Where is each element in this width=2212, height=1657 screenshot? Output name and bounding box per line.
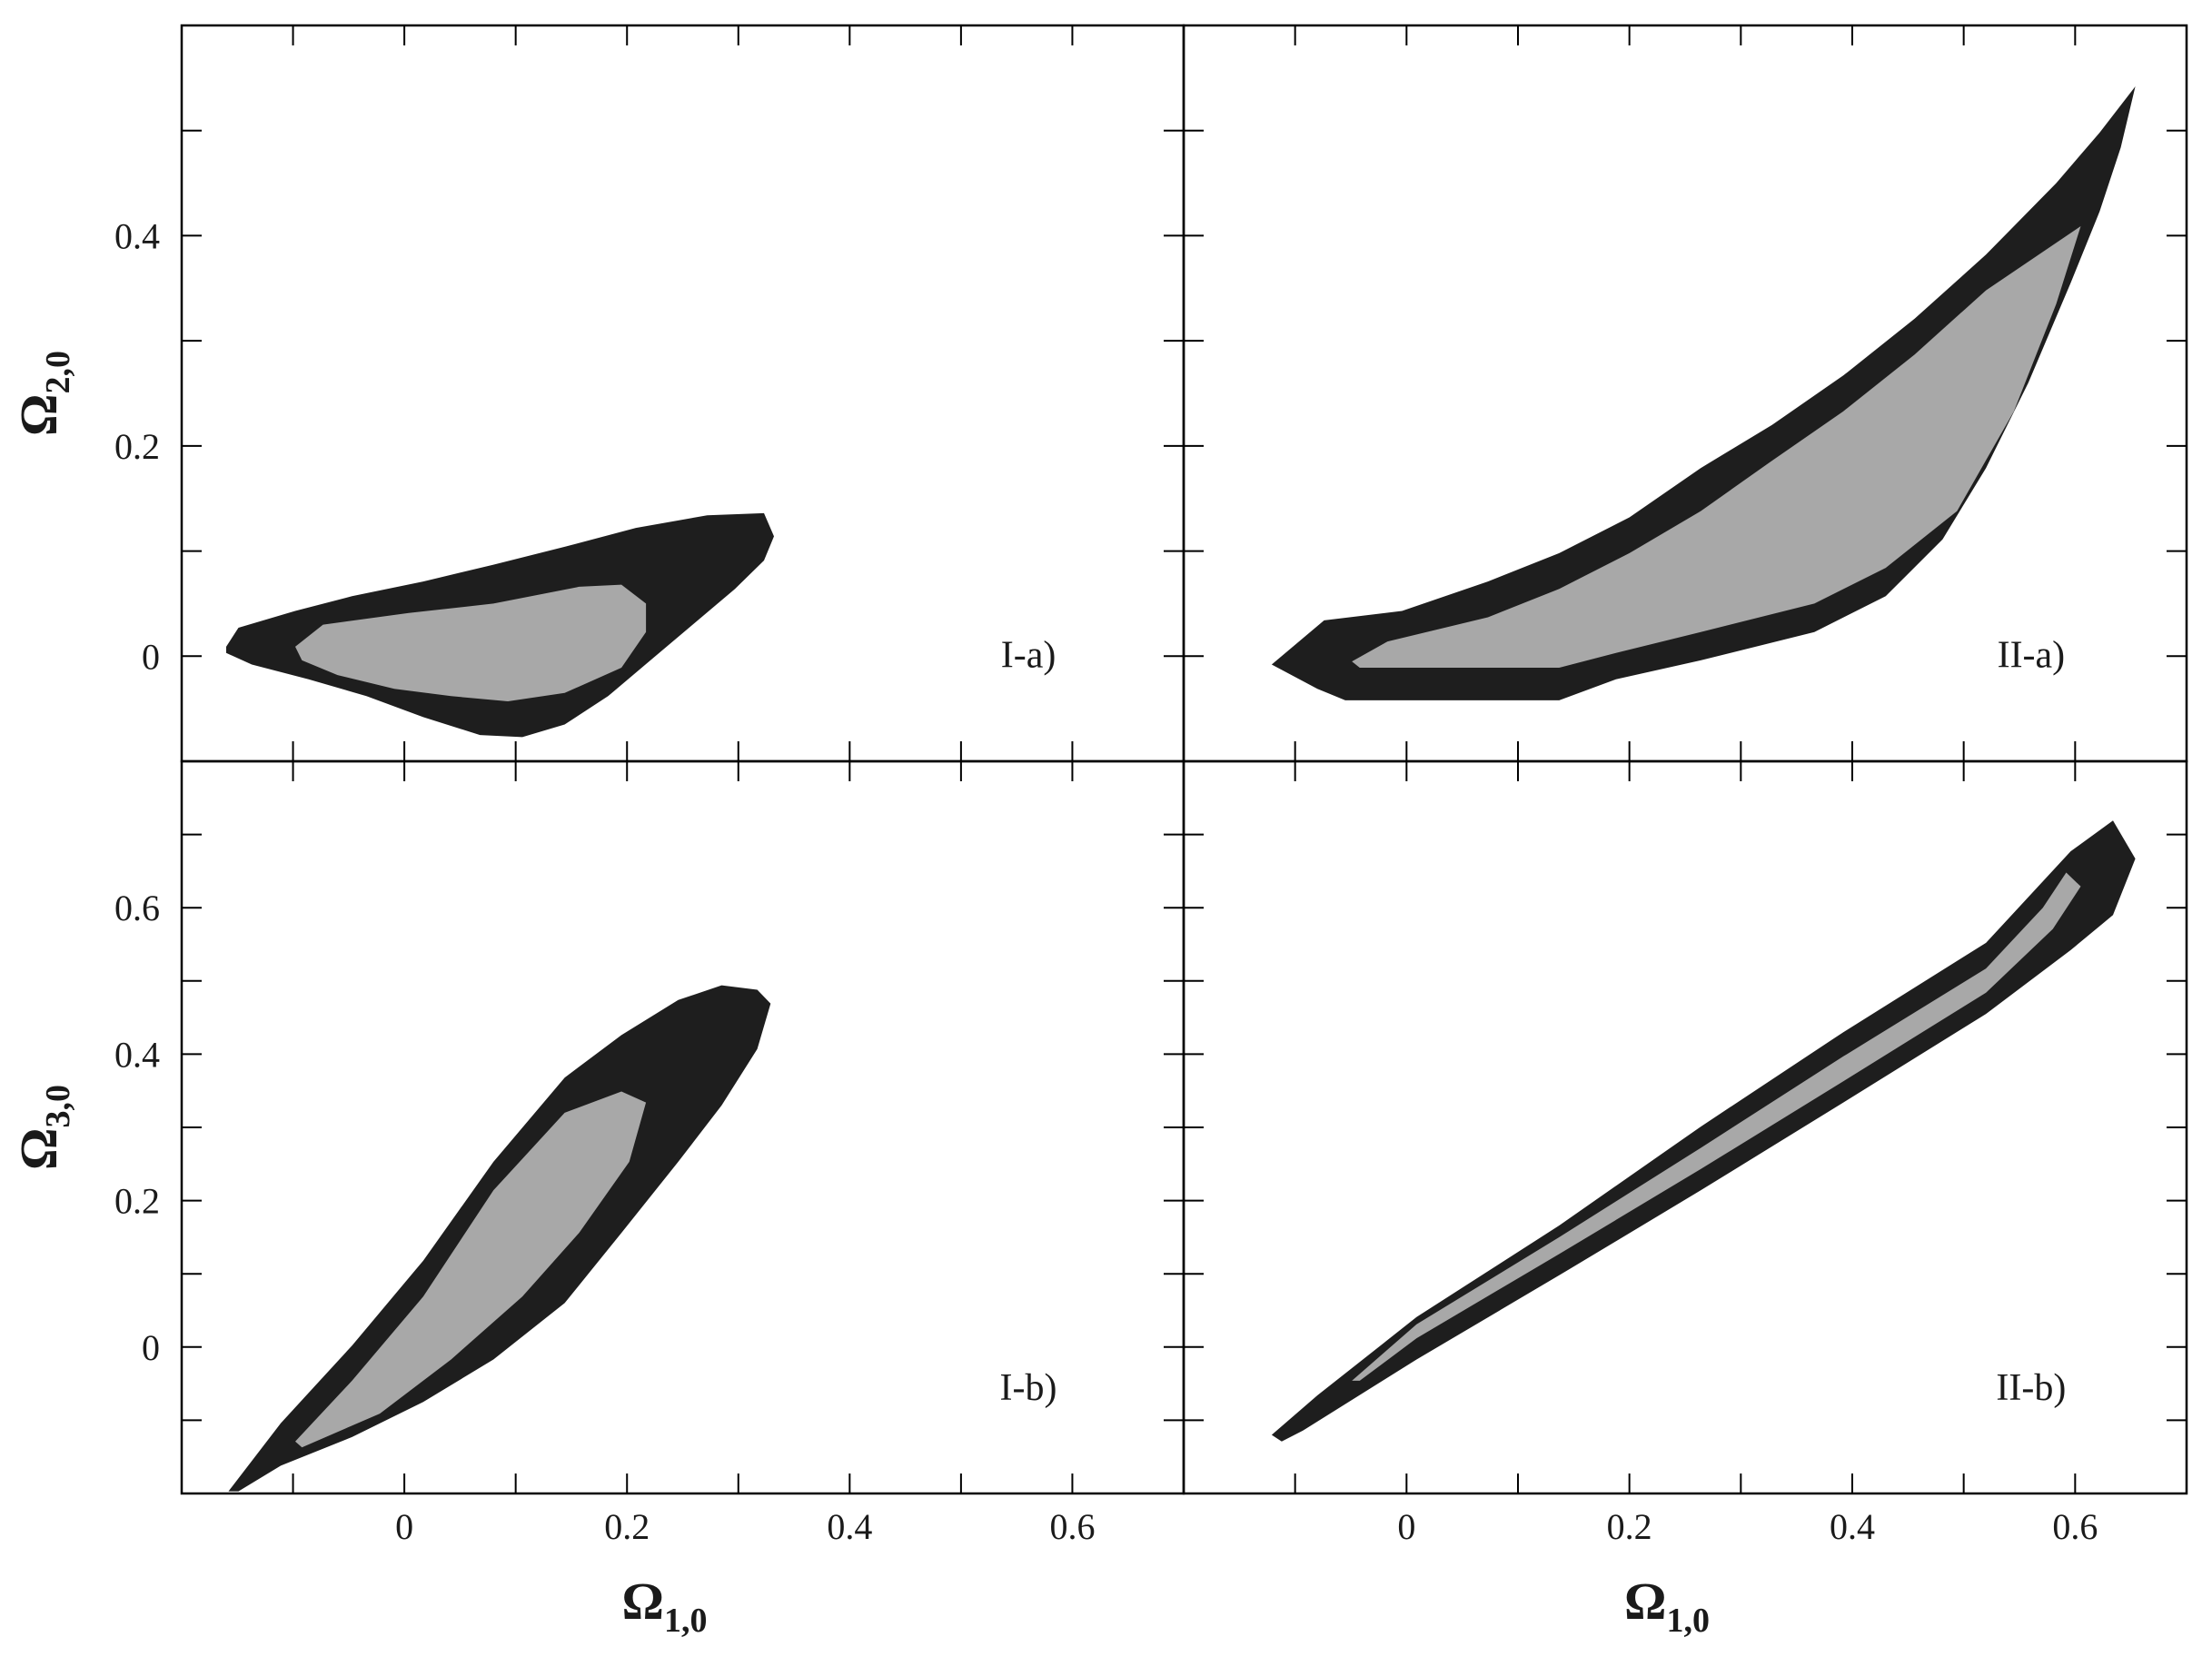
y-tick-label: 0.2: [114, 1181, 160, 1222]
y-axis-label-subscript: 3,0: [39, 1085, 77, 1128]
x-tick-label: 0.4: [827, 1506, 872, 1547]
panel-label: II-a): [1998, 635, 2066, 677]
y-tick-label: 0: [142, 636, 160, 677]
panel-label: I-b): [1000, 1367, 1057, 1409]
panel: II-a): [1182, 24, 2188, 763]
x-tick-label: 0.2: [604, 1506, 650, 1547]
y-axis-label: Ω3,0: [9, 1085, 77, 1170]
panel: 0 0.2 0.4 I-a) Ω2,0: [9, 24, 1185, 763]
confidence-region: [295, 584, 647, 701]
x-axis-label: Ω1,0: [622, 1572, 708, 1640]
x-tick-label: 0.2: [1607, 1506, 1652, 1547]
y-axis-label-symbol: Ω: [9, 1128, 68, 1170]
y-axis-label-subscript: 2,0: [39, 351, 77, 394]
contour-regions: [226, 512, 774, 738]
y-tick-label: 0.6: [114, 888, 160, 928]
panel-frame: [1182, 759, 2188, 1495]
confidence-region: [1352, 226, 2081, 668]
x-tick-label: 0.4: [1830, 1506, 1875, 1547]
panel: 0 0.2 0.4 0.6 II-b) Ω1,0: [1182, 759, 2188, 1640]
panel-label: II-b): [1996, 1367, 2066, 1409]
y-tick-label: 0: [142, 1327, 160, 1368]
y-tick-label: 0.2: [114, 426, 160, 467]
contour-regions: [1271, 820, 2136, 1442]
contour-regions: [228, 985, 771, 1492]
confidence-region: [295, 1091, 647, 1448]
confidence-region: [1271, 86, 2136, 700]
y-axis-label: Ω2,0: [9, 351, 77, 436]
x-axis-label-symbol: Ω: [1624, 1572, 1666, 1631]
panel-label: I-a): [1001, 635, 1056, 677]
confidence-region: [1352, 872, 2081, 1381]
x-axis-label: Ω1,0: [1624, 1572, 1710, 1640]
panel: 0 0.2 0.4 0.600.20.40.6I-b)Ω1,0Ω3,0: [9, 759, 1185, 1640]
x-tick-label: 0.6: [1049, 1506, 1095, 1547]
x-axis-label-subscript: 1,0: [664, 1602, 708, 1640]
x-axis-label-subscript: 1,0: [1666, 1602, 1710, 1640]
y-tick-label: 0.4: [114, 215, 160, 256]
x-axis-label-symbol: Ω: [622, 1572, 664, 1631]
y-axis-label-symbol: Ω: [9, 394, 68, 436]
y-tick-label: 0.4: [114, 1034, 160, 1075]
x-tick-label: 0.6: [2052, 1506, 2098, 1547]
contour-regions: [1271, 86, 2136, 700]
x-tick-label: 0: [395, 1506, 413, 1547]
x-tick-label: 0: [1397, 1506, 1415, 1547]
